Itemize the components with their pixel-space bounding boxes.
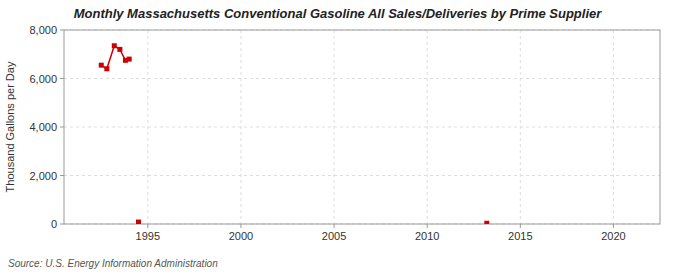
series-line bbox=[101, 46, 129, 69]
chart-svg: Monthly Massachusetts Conventional Gasol… bbox=[0, 0, 675, 275]
chart-container: Monthly Massachusetts Conventional Gasol… bbox=[0, 0, 675, 275]
y-tick-label: 6,000 bbox=[29, 73, 57, 85]
x-tick bbox=[147, 224, 148, 228]
x-tick-label: 2000 bbox=[229, 230, 253, 242]
axes: 0 2,000 4,000 6,000 8,000 1995 2000 2005 2010 201… bbox=[29, 24, 625, 242]
y-tick bbox=[60, 30, 64, 31]
grid-line-x bbox=[520, 30, 521, 224]
grid-line-x bbox=[613, 30, 614, 224]
x-tick-label: 2015 bbox=[508, 230, 532, 242]
x-tick bbox=[427, 224, 428, 228]
x-tick bbox=[520, 224, 521, 228]
data-point bbox=[104, 66, 109, 71]
data-point bbox=[99, 63, 104, 68]
x-tick bbox=[334, 224, 335, 228]
x-tick-label: 1995 bbox=[136, 230, 160, 242]
data-layer bbox=[99, 43, 490, 224]
plot-frame bbox=[64, 30, 660, 224]
data-point bbox=[117, 47, 122, 52]
y-tick-label: 0 bbox=[51, 218, 57, 230]
grid-line-y bbox=[64, 175, 660, 176]
y-tick bbox=[60, 175, 64, 176]
x-tick-label: 2010 bbox=[415, 230, 439, 242]
y-tick-label: 4,000 bbox=[29, 121, 57, 133]
data-point bbox=[112, 43, 117, 48]
y-tick-label: 8,000 bbox=[29, 24, 57, 36]
source-annotation: Source: U.S. Energy Information Administ… bbox=[8, 258, 218, 269]
data-point bbox=[484, 221, 489, 224]
y-tick bbox=[60, 78, 64, 79]
y-axis-label: Thousand Gallons per Day bbox=[4, 61, 16, 192]
y-tick bbox=[60, 127, 64, 128]
data-point bbox=[127, 57, 132, 62]
y-tick-label: 2,000 bbox=[29, 170, 57, 182]
grid-line-x bbox=[427, 30, 428, 224]
grid bbox=[64, 30, 660, 224]
title: Monthly Massachusetts Conventional Gasol… bbox=[74, 6, 603, 21]
grid-line-y bbox=[64, 78, 660, 79]
data-point bbox=[136, 220, 141, 224]
x-tick bbox=[240, 224, 241, 228]
grid-line-x bbox=[334, 30, 335, 224]
x-tick-label: 2005 bbox=[322, 230, 346, 242]
grid-line-x bbox=[240, 30, 241, 224]
y-tick bbox=[60, 224, 64, 225]
x-tick-label: 2020 bbox=[601, 230, 625, 242]
x-tick bbox=[613, 224, 614, 228]
grid-line-x bbox=[147, 30, 148, 224]
grid-line-y bbox=[64, 127, 660, 128]
